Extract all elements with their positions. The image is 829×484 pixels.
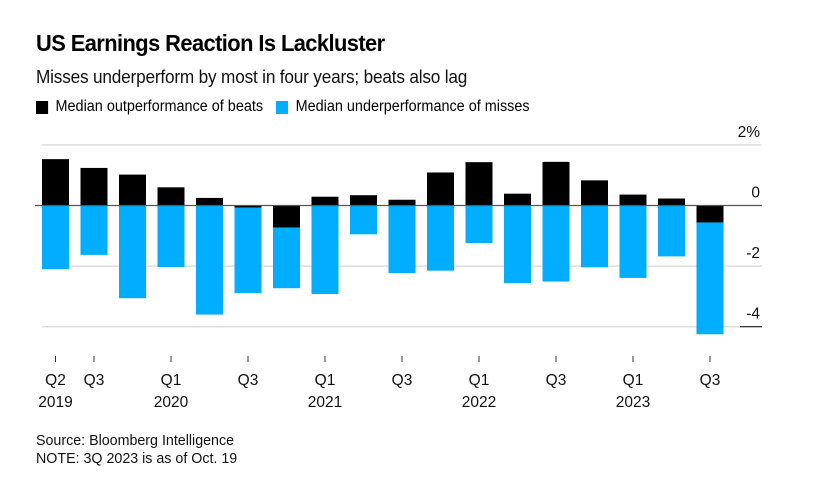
bar-misses-q4-2022 [581, 205, 608, 268]
y-tick-label: 2% [738, 124, 761, 141]
source-note: Source: Bloomberg Intelligence [36, 432, 235, 449]
bar-misses-q3-2020 [234, 207, 262, 294]
bar-misses-q1-2022 [465, 205, 493, 244]
bar-beats-q2-2019 [42, 159, 69, 206]
y-tick-label: -2 [746, 245, 760, 262]
bar-misses-q4-2021 [427, 205, 454, 271]
footer: Source: Bloomberg Intelligence NOTE: 3Q … [36, 432, 237, 468]
legend-label-beats: Median outperformance of beats [55, 98, 264, 115]
x-tick-label-quarter: Q3 [84, 372, 105, 389]
x-tick-label-quarter: Q2 [45, 372, 66, 389]
x-tick-label-year: 2022 [462, 394, 496, 411]
y-axis: 2% 0 -2 -4 [738, 124, 762, 328]
legend: Median outperformance of beats Median un… [36, 98, 543, 116]
x-tick-label-quarter: Q3 [700, 372, 721, 389]
bar-misses-q3-2022 [542, 205, 570, 282]
bar-beats-q3-2022 [542, 161, 570, 206]
y-tick-label: 0 [751, 185, 760, 202]
x-tick-label-quarter: Q1 [315, 372, 336, 389]
bar-beats-q3-2019 [80, 167, 108, 206]
bar-beats-q1-2023 [619, 194, 647, 206]
bar-beats-q2-2021 [350, 195, 377, 206]
x-tick-label-quarter: Q3 [392, 372, 413, 389]
bar-beats-q2-2022 [504, 193, 531, 206]
legend-swatch-misses [276, 100, 289, 114]
bar-misses-q3-2023 [696, 222, 724, 335]
bar-beats-q3-2020 [234, 205, 262, 208]
bar-misses-q2-2023 [658, 205, 685, 257]
x-tick-label-year: 2023 [616, 394, 650, 411]
bars [42, 159, 724, 335]
footnote: NOTE: 3Q 2023 is as of Oct. 19 [36, 450, 238, 467]
bar-beats-q4-2021 [427, 172, 454, 206]
bar-misses-q1-2021 [311, 205, 339, 294]
bar-beats-q2-2020 [196, 197, 223, 206]
bar-beats-q2-2023 [658, 198, 685, 206]
legend-swatch-beats [36, 100, 49, 114]
bar-beats-q3-2023 [696, 205, 724, 223]
bar-beats-q4-2020 [273, 205, 300, 228]
legend-label-misses: Median underperformance of misses [295, 98, 530, 115]
legend-item-beats: Median outperformance of beats [36, 98, 263, 116]
x-tick-label-year: 2021 [308, 394, 342, 411]
bar-misses-q2-2022 [504, 205, 531, 284]
bar-misses-q3-2021 [388, 205, 416, 274]
bar-misses-q1-2020 [157, 205, 185, 268]
x-axis: Q2 2019 Q3 Q1 2020 Q3 Q1 2021 Q3 Q1 2022 Q3 Q1 2023 Q3 [38, 356, 720, 411]
bar-beats-q1-2022 [465, 162, 493, 206]
x-tick-label-quarter: Q1 [161, 372, 182, 389]
x-tick-label-quarter: Q1 [623, 372, 644, 389]
x-tick-label-year: 2019 [38, 394, 72, 411]
bar-beats-q1-2021 [311, 196, 339, 206]
chart-subtitle: Misses underperform by most in four year… [36, 66, 468, 87]
chart-title: US Earnings Reaction Is Lackluster [36, 30, 385, 56]
bar-misses-q1-2023 [619, 205, 647, 278]
legend-item-misses: Median underperformance of misses [276, 98, 530, 116]
x-tick-label-quarter: Q3 [546, 372, 567, 389]
x-tick-label-year: 2020 [154, 394, 189, 411]
x-tick-label-quarter: Q3 [238, 372, 259, 389]
bar-misses-q4-2019 [119, 205, 146, 299]
bar-beats-q1-2020 [157, 187, 185, 206]
bar-misses-q2-2020 [196, 205, 223, 315]
bar-misses-q2-2019 [42, 205, 69, 270]
bar-misses-q2-2021 [350, 205, 377, 235]
bar-misses-q4-2020 [273, 227, 300, 289]
bar-beats-q4-2019 [119, 174, 146, 206]
x-tick-label-quarter: Q1 [469, 372, 490, 389]
y-tick-label: -4 [746, 306, 760, 323]
bar-misses-q3-2019 [80, 205, 108, 255]
bar-beats-q3-2021 [388, 199, 416, 206]
bar-beats-q4-2022 [581, 180, 608, 206]
